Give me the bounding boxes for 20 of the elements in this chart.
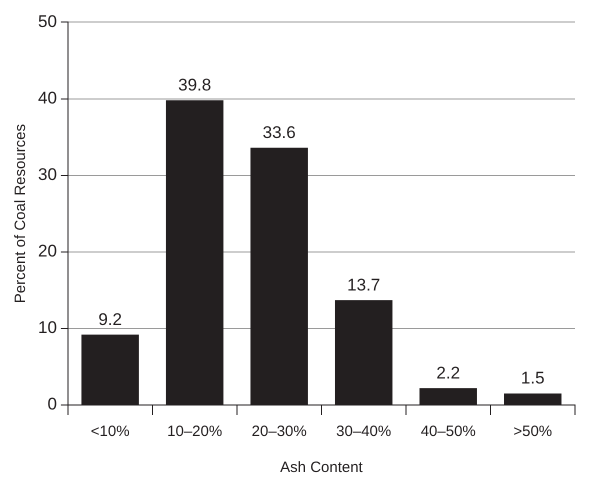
data-label: 33.6 bbox=[262, 122, 296, 142]
x-tick-label: 30–40% bbox=[336, 423, 392, 440]
x-tick-label: 20–30% bbox=[252, 423, 307, 440]
y-tick-label: 20 bbox=[38, 242, 57, 261]
data-label: 13.7 bbox=[347, 275, 380, 294]
y-axis-title: Percent of Coal Resources bbox=[12, 124, 30, 304]
x-axis-title: Ash Content bbox=[280, 459, 364, 476]
y-tick-label: 50 bbox=[38, 12, 57, 31]
y-tick-label: 10 bbox=[38, 318, 57, 338]
x-tick-label: >50% bbox=[513, 423, 552, 440]
data-label: 9.2 bbox=[98, 310, 122, 329]
y-tick-label: 30 bbox=[38, 165, 57, 184]
y-tick-label: 40 bbox=[38, 88, 57, 108]
data-label: 39.8 bbox=[178, 75, 212, 94]
x-tick-label: 10–20% bbox=[167, 423, 222, 440]
x-tick-label: <10% bbox=[90, 423, 130, 440]
x-tick-label: 40–50% bbox=[420, 423, 476, 440]
data-label: 2.2 bbox=[436, 363, 460, 382]
data-label: 1.5 bbox=[520, 368, 545, 388]
y-tick-label: 0 bbox=[47, 394, 57, 414]
